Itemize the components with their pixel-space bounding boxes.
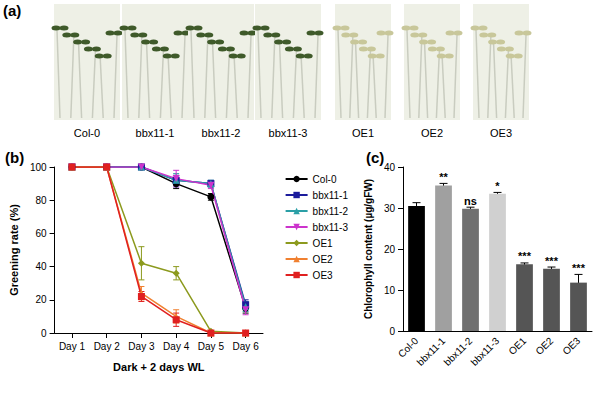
svg-text:20: 20 [35,294,47,305]
svg-text:10: 10 [384,285,396,296]
svg-text:bbx11-3: bbx11-3 [469,335,502,368]
svg-text:Day 4: Day 4 [163,341,190,352]
svg-text:20: 20 [384,244,396,255]
svg-text:OE3: OE3 [313,270,333,281]
svg-text:ns: ns [464,195,477,207]
svg-text:OE1: OE1 [506,335,528,357]
svg-text:100: 100 [30,162,47,173]
svg-text:OE1: OE1 [313,238,333,249]
svg-text:OE2: OE2 [533,335,555,357]
svg-text:Day 6: Day 6 [233,341,260,352]
svg-text:(c): (c) [366,149,384,166]
svg-text:*: * [495,180,500,192]
svg-text:Col-0: Col-0 [396,335,421,360]
svg-text:OE2: OE2 [313,254,333,265]
svg-text:bbx11-1: bbx11-1 [136,127,175,139]
svg-text:(a): (a) [3,2,21,19]
svg-text:Dark + 2 days WL: Dark + 2 days WL [113,361,205,373]
svg-text:Greening rate (%): Greening rate (%) [8,204,20,296]
svg-text:Chlorophyll content (µg/gFW): Chlorophyll content (µg/gFW) [363,179,374,319]
svg-text:OE2: OE2 [421,127,443,139]
svg-text:Col-0: Col-0 [74,127,100,139]
svg-text:OE1: OE1 [352,127,374,139]
svg-text:60: 60 [35,228,47,239]
svg-text:bbx11-2: bbx11-2 [202,127,241,139]
svg-text:***: *** [545,255,559,267]
svg-text:bbx11-1: bbx11-1 [313,190,349,201]
svg-text:***: *** [518,250,532,262]
svg-text:bbx11-2: bbx11-2 [442,335,475,368]
svg-text:bbx11-1: bbx11-1 [415,335,448,368]
svg-text:40: 40 [35,261,47,272]
svg-text:80: 80 [35,195,47,206]
svg-text:Day 5: Day 5 [198,341,225,352]
svg-text:(b): (b) [5,149,24,166]
svg-text:0: 0 [389,326,395,337]
svg-text:30: 30 [384,203,396,214]
svg-text:OE3: OE3 [560,335,582,357]
svg-text:Day 1: Day 1 [59,341,86,352]
svg-text:Day 3: Day 3 [128,341,155,352]
svg-text:Col-0: Col-0 [313,174,337,185]
svg-text:40: 40 [384,162,396,173]
svg-text:OE3: OE3 [490,127,512,139]
svg-text:Day 2: Day 2 [94,341,121,352]
svg-text:bbx11-2: bbx11-2 [313,206,349,217]
svg-text:0: 0 [41,328,47,339]
svg-text:bbx11-3: bbx11-3 [269,127,308,139]
svg-text:bbx11-3: bbx11-3 [313,222,349,233]
svg-text:**: ** [439,171,448,183]
svg-text:***: *** [572,262,586,274]
